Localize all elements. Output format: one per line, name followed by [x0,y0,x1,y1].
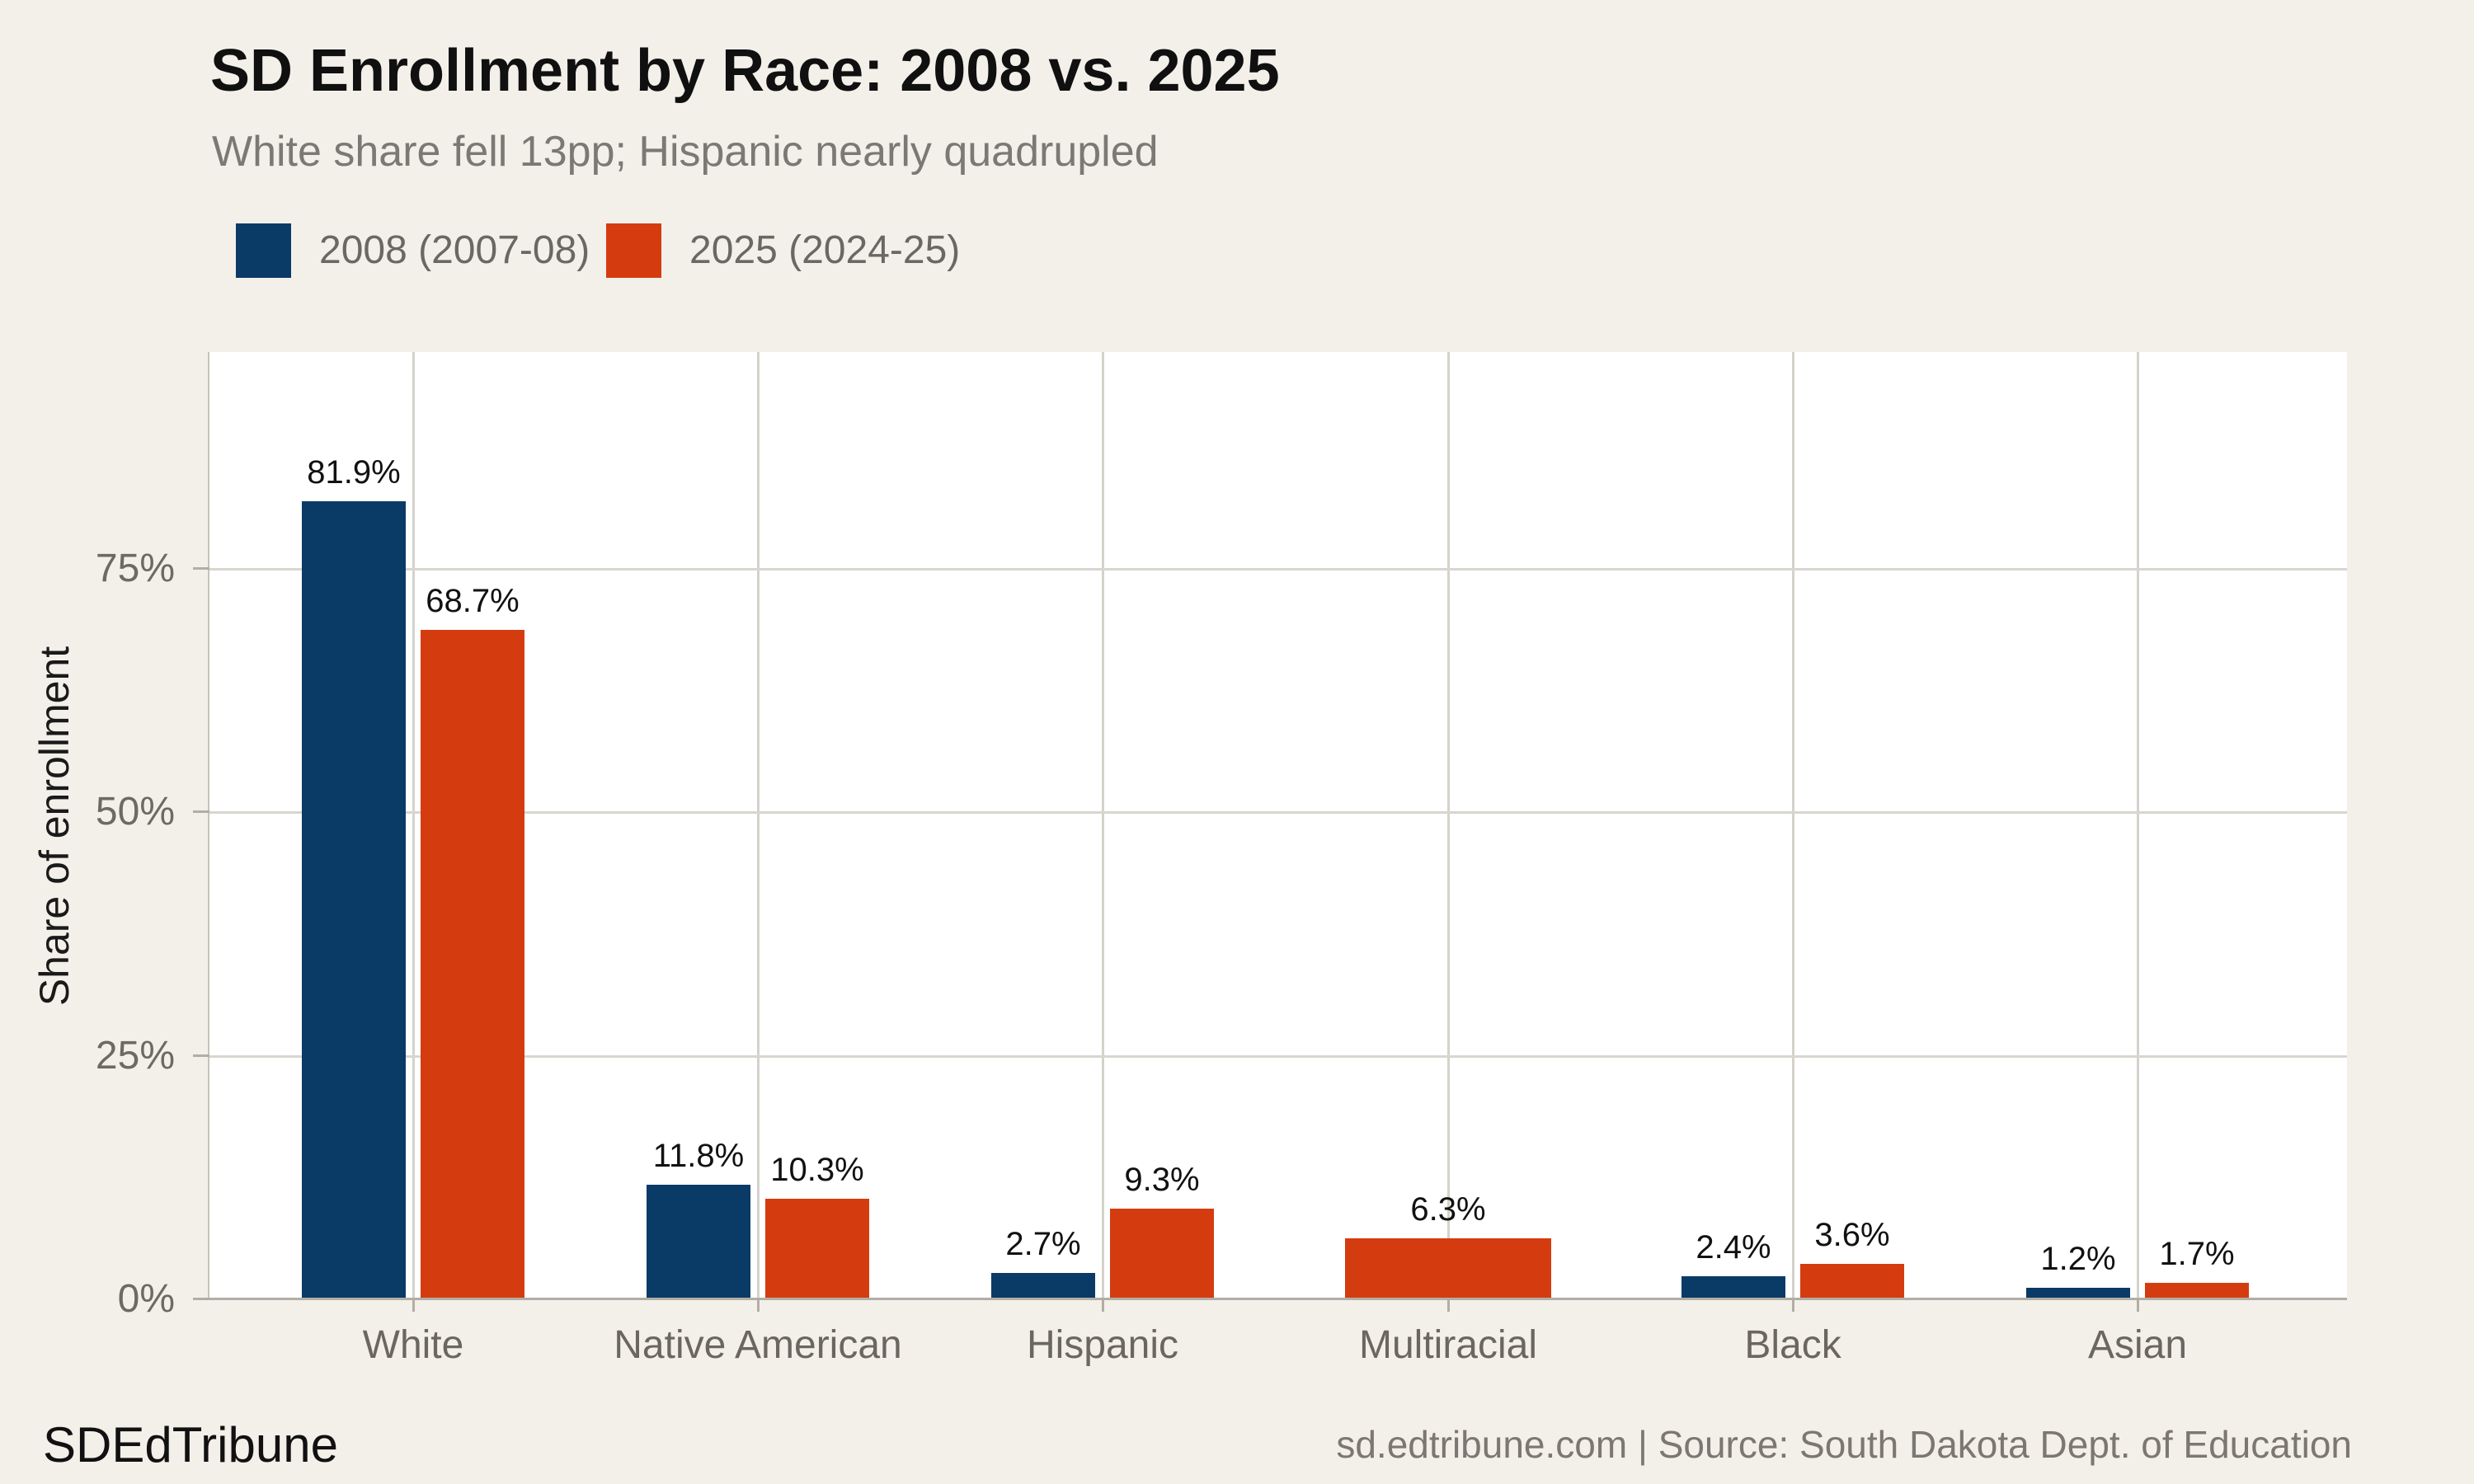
legend-swatch-2025 [606,223,661,278]
y-axis-tick-label: 50% [95,790,175,834]
value-label: 1.7% [2159,1236,2235,1272]
value-label: 2.4% [1696,1229,1771,1266]
value-label: 68.7% [426,583,520,619]
y-axis-tick-mark [193,1054,209,1057]
legend-label-2008: 2008 (2007-08) [319,228,590,272]
x-axis-label: Hispanic [1026,1323,1179,1367]
chart-panel [209,352,2347,1299]
x-axis-tick-mark [412,1300,415,1312]
value-label: 3.6% [1814,1217,1890,1253]
x-axis-tick-mark [757,1300,760,1312]
bar-2008 [2026,1288,2130,1299]
value-label: 9.3% [1124,1162,1200,1198]
legend-swatch-2008 [236,223,291,278]
bar-2025 [2145,1283,2249,1299]
value-label: 11.8% [652,1138,745,1174]
x-axis-label: Native American [614,1323,902,1367]
x-axis-tick-mark [1792,1300,1794,1312]
x-axis-label: White [362,1323,464,1367]
gridline-vertical [412,352,415,1299]
bar-2025 [1800,1264,1904,1299]
value-label: 10.3% [770,1152,864,1188]
y-axis-tick-label: 75% [95,547,175,590]
footer-source: sd.edtribune.com | Source: South Dakota … [1336,1423,2352,1466]
bar-2008 [647,1185,750,1299]
bar-2025 [1345,1238,1551,1299]
bar-2008 [302,501,406,1299]
value-label: 6.3% [1410,1191,1486,1228]
gridline-vertical [757,352,760,1299]
chart-title: SD Enrollment by Race: 2008 vs. 2025 [210,38,1280,104]
bar-2008 [1681,1276,1785,1299]
gridline-horizontal [209,811,2347,814]
x-axis-tick-mark [1447,1300,1450,1312]
gridline-horizontal [209,568,2347,571]
bar-2008 [991,1273,1095,1299]
chart-subtitle: White share fell 13pp; Hispanic nearly q… [212,128,1159,176]
gridline-vertical [1447,352,1450,1299]
x-axis-label: Asian [2087,1323,2188,1367]
x-axis-line [209,1298,2347,1300]
y-axis-line [208,352,209,1299]
bar-2025 [1110,1209,1214,1299]
x-axis-label: Multiracial [1358,1323,1538,1367]
gridline-vertical [2137,352,2139,1299]
footer-brand: SDEdTribune [43,1417,338,1472]
y-axis-tick-label: 0% [117,1277,175,1321]
gridline-horizontal [209,1055,2347,1058]
value-label: 2.7% [1005,1226,1081,1262]
x-axis-tick-mark [1102,1300,1104,1312]
value-label: 1.2% [2040,1241,2116,1277]
y-axis-tick-mark [193,567,209,570]
legend-label-2025: 2025 (2024-25) [689,228,961,272]
x-axis-tick-mark [2137,1300,2139,1312]
value-label: 81.9% [307,454,401,491]
y-axis-tick-mark [193,1298,209,1300]
bar-2025 [421,630,524,1299]
y-axis-tick-label: 25% [95,1034,175,1078]
bar-2025 [765,1199,869,1299]
y-axis-tick-mark [193,810,209,813]
x-axis-label: Black [1744,1323,1841,1367]
gridline-vertical [1792,352,1794,1299]
gridline-vertical [1102,352,1104,1299]
